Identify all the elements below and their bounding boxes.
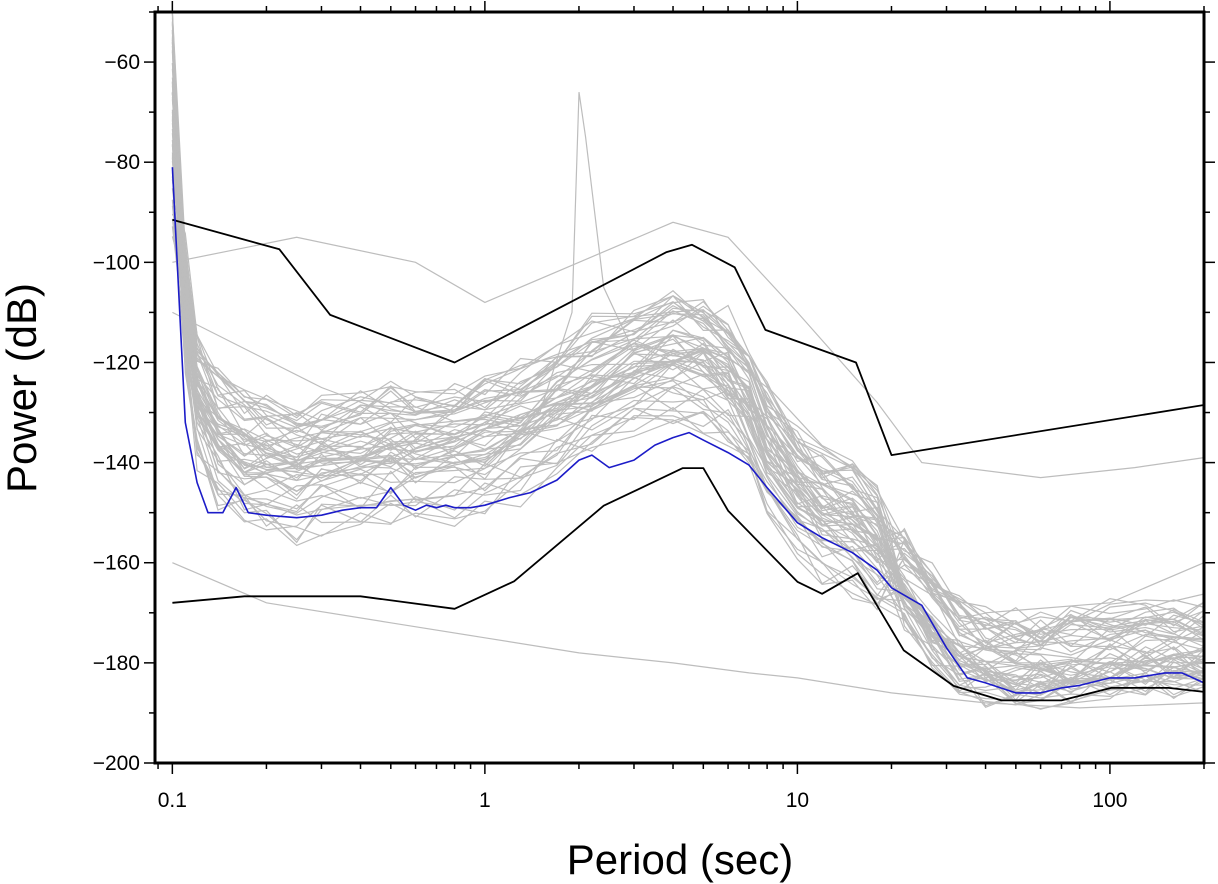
- x-axis-ticks: 0.1 1 10 100: [157, 1, 1205, 812]
- individual-psd-curve: [171, 199, 1204, 694]
- y-tick-label: −60: [104, 51, 140, 74]
- individual-psd-curve: [171, 12, 1204, 682]
- x-tick-label: 100: [1092, 789, 1127, 812]
- individual-psd-curve: [171, 93, 1204, 707]
- individual-psd-curve: [171, 97, 1204, 679]
- y-tick-label: −200: [93, 752, 140, 775]
- individual-psd-curve: [171, 21, 1204, 681]
- median-line: [171, 167, 1204, 694]
- individual-psd-curve: [171, 13, 1204, 647]
- y-axis-title: Power (dB): [0, 283, 45, 493]
- outlier-psd-curve: [172, 92, 1204, 614]
- x-tick-label: 1: [479, 789, 491, 812]
- individual-psd-curve: [171, 38, 1204, 705]
- individual-psd-curve: [171, 145, 1204, 685]
- y-tick-label: −100: [93, 251, 140, 274]
- x-tick-label: 10: [786, 789, 809, 812]
- y-axis-ticks: −60 −80 −100 −120 −140 −160 −180 −200: [93, 11, 1215, 775]
- individual-psd-curve: [171, 118, 1204, 651]
- individual-psd-curve: [171, 133, 1204, 643]
- y-tick-label: −120: [93, 351, 140, 374]
- individual-psd-curve: [171, 82, 1204, 647]
- individual-psd-curve: [171, 17, 1204, 683]
- individual-psd-curve: [171, 144, 1204, 693]
- outlier-psd-curve: [172, 562, 1204, 709]
- individual-psd-curve: [171, 41, 1204, 626]
- individual-psd-curve: [171, 30, 1204, 644]
- x-tick-label: 0.1: [158, 789, 187, 812]
- individual-psd-curve: [171, 45, 1204, 694]
- low-noise-model-line: [172, 467, 1204, 702]
- individual-psd-curve: [171, 176, 1204, 696]
- y-tick-label: −160: [93, 552, 140, 575]
- individual-psd-curve: [171, 92, 1204, 673]
- y-tick-label: −140: [93, 452, 140, 475]
- individual-psd-curve: [171, 188, 1204, 653]
- y-tick-label: −180: [93, 652, 140, 675]
- outlier-psd-curve: [172, 221, 1204, 479]
- high-noise-model-line: [172, 218, 1204, 456]
- series-layer: [171, 167, 1204, 702]
- plot-frame: [153, 10, 1206, 765]
- x-axis-title: Period (sec): [567, 836, 793, 883]
- y-tick-label: −80: [104, 151, 140, 174]
- individual-psd-curve: [171, 179, 1204, 679]
- individual-psd-curve: [171, 154, 1204, 630]
